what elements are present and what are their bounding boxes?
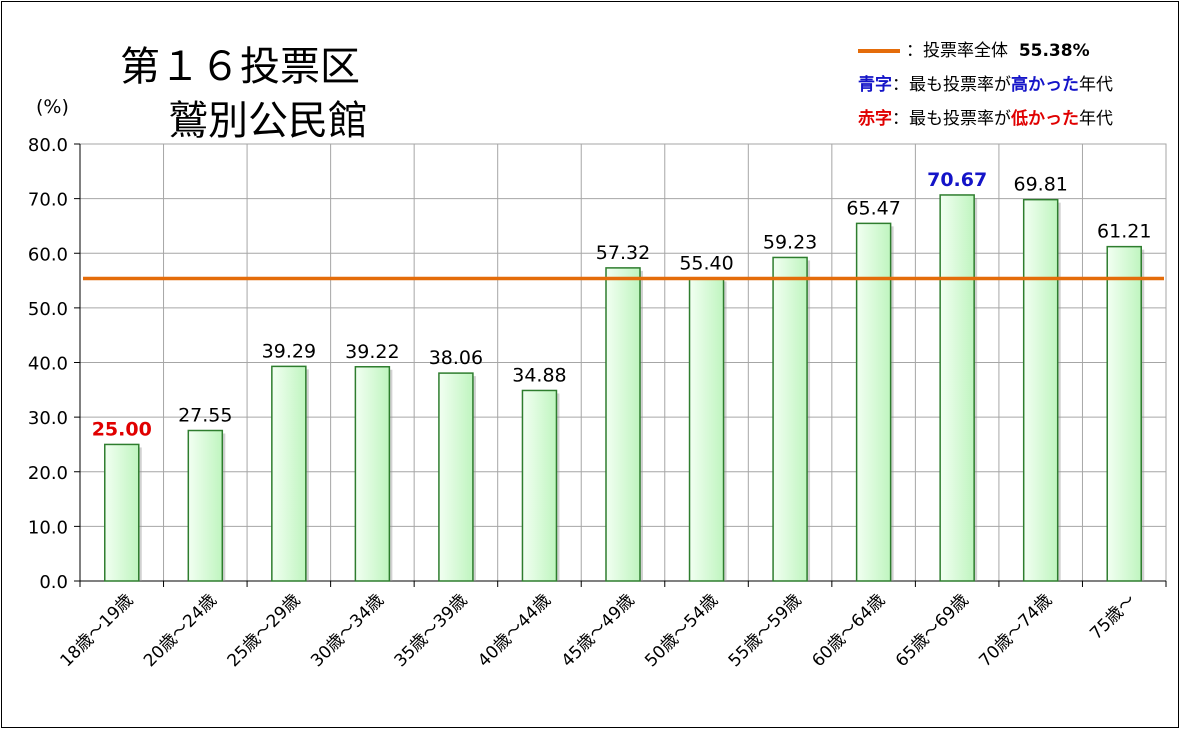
bar-2 (271, 365, 307, 582)
bar-9 (855, 222, 892, 582)
legend-high-emph: 高かった (1011, 75, 1079, 95)
y-tick-label: 20.0 (28, 463, 68, 484)
legend-high-key: 青字 (858, 75, 892, 95)
y-tick-label: 60.0 (28, 244, 68, 265)
y-tick-labels: 0.0 10.0 20.0 30.0 40.0 50.0 60.0 70.0 80.0 (28, 135, 68, 593)
data-label-8: 59.23 (763, 231, 817, 253)
x-tick-label-11: 70歳～74歳 (975, 590, 1056, 671)
legend-high-text-2: 年代 (1079, 75, 1113, 95)
x-tick-label-1: 20歳～24歳 (140, 590, 221, 671)
data-label-3: 39.22 (345, 341, 399, 363)
data-labels: 25.00 27.55 39.29 39.22 38.06 34.88 57.32 55.40… (92, 169, 1152, 440)
x-tick-label-4: 35歳～39歳 (391, 590, 472, 671)
x-tick-label-6: 45歳～49歳 (558, 590, 639, 671)
x-tick-label-5: 40歳～44歳 (474, 590, 555, 671)
legend-high: 青字：最も投票率が高かった年代 (858, 70, 1113, 95)
x-tick-label-9: 60歳～64歳 (808, 590, 889, 671)
legend-overall-swatch (858, 49, 900, 53)
legend-low-key: 赤字 (858, 109, 892, 129)
x-tick-label-8: 55歳～59歳 (725, 590, 806, 671)
data-label-12: 61.21 (1097, 221, 1151, 243)
x-tick-label-2: 25歳～29歳 (224, 590, 305, 671)
bar-7 (688, 277, 725, 582)
bar-1 (187, 429, 224, 582)
y-tick-label: 50.0 (28, 299, 68, 320)
x-tick-label-0: 18歳～19歳 (57, 590, 138, 671)
x-tick-label-7: 50歳～54歳 (641, 590, 722, 671)
y-tick-label: 70.0 (28, 190, 68, 211)
x-tick-label-10: 65歳～69歳 (892, 590, 973, 671)
bar-10 (939, 194, 975, 582)
legend-low-text-1: ：最も投票率が (892, 109, 1011, 129)
bar-5 (521, 389, 558, 582)
legend-low-emph: 低かった (1011, 109, 1079, 129)
data-label-11: 69.81 (1013, 174, 1067, 196)
bar-3 (354, 366, 391, 582)
data-label-2: 39.29 (262, 340, 316, 362)
bar-6 (605, 267, 641, 582)
chart-title-line1: 第１６投票区 (120, 44, 360, 90)
data-label-7: 55.40 (679, 252, 733, 274)
bar-11 (1022, 198, 1059, 582)
y-tick-label: 0.0 (39, 572, 68, 593)
legend-overall-label: ：投票率全体 (906, 41, 1008, 61)
data-label-9: 65.47 (846, 197, 900, 219)
data-label-10: 70.67 (927, 169, 987, 191)
x-tick-label-12: 75歳～ (1086, 590, 1139, 643)
y-axis-label: (%) (36, 96, 69, 118)
x-tick-labels: 18歳～19歳 20歳～24歳 25歳～29歳 30歳～34歳 35歳～39歳 40歳～4… (57, 590, 1140, 671)
data-label-4: 38.06 (429, 347, 483, 369)
bar-8 (772, 256, 808, 582)
data-label-0: 25.00 (92, 418, 152, 440)
y-tick-label: 30.0 (28, 408, 68, 429)
legend-overall-value: 55.38% (1018, 41, 1090, 61)
y-tick-label: 10.0 (28, 517, 68, 538)
y-tick-label: 80.0 (28, 135, 68, 156)
y-tick-label: 40.0 (28, 354, 68, 375)
data-label-5: 34.88 (512, 364, 566, 386)
bar-12 (1106, 245, 1142, 582)
data-label-1: 27.55 (178, 405, 232, 427)
legend-low-text-2: 年代 (1079, 109, 1113, 129)
chart-title-line2: 鷲別公民館 (168, 98, 368, 144)
legend-overall: ：投票率全体 55.38% (858, 36, 1090, 61)
x-tick-label-3: 30歳～34歳 (307, 590, 388, 671)
bar-0 (104, 443, 140, 582)
bars (104, 194, 1145, 582)
data-label-6: 57.32 (596, 242, 650, 264)
bar-4 (438, 372, 474, 582)
legend-low: 赤字：最も投票率が低かった年代 (858, 104, 1113, 129)
legend-high-text-1: ：最も投票率が (892, 75, 1011, 95)
